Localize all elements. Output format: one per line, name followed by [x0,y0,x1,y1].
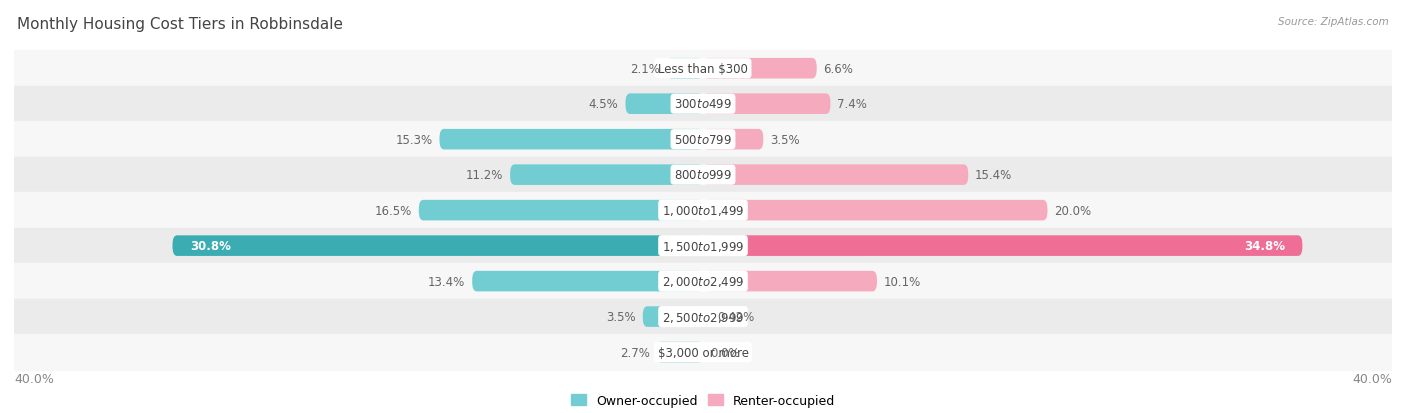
FancyBboxPatch shape [703,306,710,327]
Text: 3.5%: 3.5% [770,133,800,146]
FancyBboxPatch shape [703,130,763,150]
FancyBboxPatch shape [703,271,877,292]
Text: $300 to $499: $300 to $499 [673,98,733,111]
Text: 15.4%: 15.4% [976,169,1012,182]
FancyBboxPatch shape [643,306,703,327]
Bar [14,193,1392,228]
Text: Less than $300: Less than $300 [658,62,748,76]
FancyBboxPatch shape [703,94,831,115]
Text: 13.4%: 13.4% [427,275,465,288]
Text: $800 to $999: $800 to $999 [673,169,733,182]
FancyBboxPatch shape [657,342,703,363]
Text: 2.1%: 2.1% [630,62,659,76]
FancyBboxPatch shape [703,200,1047,221]
Text: Source: ZipAtlas.com: Source: ZipAtlas.com [1278,17,1389,26]
Bar [14,299,1392,335]
Text: 2.7%: 2.7% [620,346,650,359]
Bar [14,122,1392,157]
Text: 7.4%: 7.4% [838,98,868,111]
FancyBboxPatch shape [173,236,703,256]
Text: 40.0%: 40.0% [1353,372,1392,385]
Text: $1,500 to $1,999: $1,500 to $1,999 [662,239,744,253]
Text: 16.5%: 16.5% [374,204,412,217]
FancyBboxPatch shape [703,165,969,185]
FancyBboxPatch shape [419,200,703,221]
FancyBboxPatch shape [703,236,1302,256]
Text: 4.5%: 4.5% [589,98,619,111]
Bar [14,264,1392,299]
Text: $2,500 to $2,999: $2,500 to $2,999 [662,310,744,324]
Bar [14,51,1392,87]
FancyBboxPatch shape [626,94,703,115]
Text: 30.8%: 30.8% [190,240,231,252]
Text: 20.0%: 20.0% [1054,204,1091,217]
Legend: Owner-occupied, Renter-occupied: Owner-occupied, Renter-occupied [568,390,838,411]
Text: 6.6%: 6.6% [824,62,853,76]
Bar [14,157,1392,193]
Text: 10.1%: 10.1% [884,275,921,288]
FancyBboxPatch shape [472,271,703,292]
FancyBboxPatch shape [440,130,703,150]
Bar [14,87,1392,122]
Text: $500 to $799: $500 to $799 [673,133,733,146]
Text: 40.0%: 40.0% [14,372,53,385]
Text: 0.0%: 0.0% [710,346,740,359]
FancyBboxPatch shape [666,59,703,79]
FancyBboxPatch shape [510,165,703,185]
Bar [14,335,1392,370]
Text: $1,000 to $1,499: $1,000 to $1,499 [662,204,744,218]
Text: 15.3%: 15.3% [395,133,433,146]
Text: $3,000 or more: $3,000 or more [658,346,748,359]
Text: Monthly Housing Cost Tiers in Robbinsdale: Monthly Housing Cost Tiers in Robbinsdal… [17,17,343,31]
FancyBboxPatch shape [703,59,817,79]
Bar [14,228,1392,264]
Text: 11.2%: 11.2% [465,169,503,182]
Text: 34.8%: 34.8% [1244,240,1285,252]
Text: $2,000 to $2,499: $2,000 to $2,499 [662,275,744,288]
Text: 3.5%: 3.5% [606,310,636,323]
Text: 0.42%: 0.42% [717,310,755,323]
